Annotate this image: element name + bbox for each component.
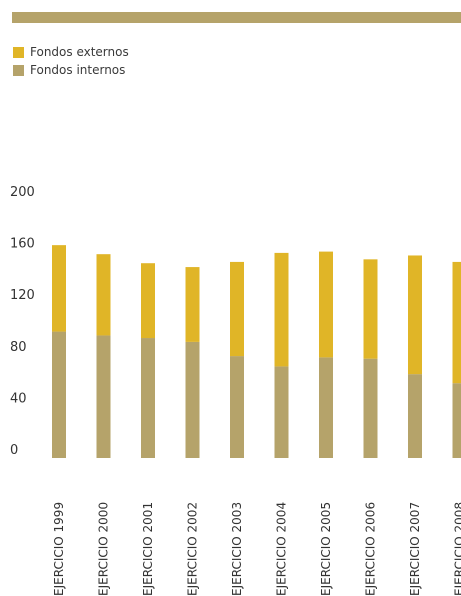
- y-tick-label: 40: [10, 391, 27, 406]
- bar-internos: [185, 341, 200, 458]
- x-tick-label: EJERCICIO 2008: [453, 502, 461, 596]
- bar-externos: [52, 245, 66, 332]
- bar-internos: [363, 358, 378, 458]
- bar-externos: [141, 263, 155, 339]
- x-tick-label: EJERCICIO 2007: [408, 502, 422, 596]
- bars-group: [52, 245, 461, 458]
- bar-internos: [96, 335, 111, 458]
- y-axis: 0 40 80 120 160 200: [10, 185, 35, 458]
- y-tick-label: 160: [10, 237, 35, 252]
- bar-externos: [230, 261, 244, 357]
- bar-externos: [96, 254, 111, 336]
- y-tick-label: 200: [10, 185, 35, 200]
- legend-item-internos: Fondos internos: [13, 61, 129, 79]
- y-tick-label: 120: [10, 288, 35, 303]
- bar-internos: [274, 366, 289, 458]
- bar-internos: [319, 357, 333, 458]
- bar-externos: [408, 255, 422, 375]
- x-tick-label: EJERCICIO 2003: [230, 502, 244, 596]
- bar-externos: [452, 261, 461, 384]
- x-tick-label: EJERCICIO 2002: [186, 502, 200, 596]
- bar-externos: [274, 252, 289, 367]
- bar-internos: [230, 356, 244, 458]
- legend-label-internos: Fondos internos: [30, 63, 126, 77]
- y-tick-label: 0: [10, 443, 18, 458]
- y-tick-label: 80: [10, 340, 27, 355]
- bar-internos: [52, 331, 66, 458]
- bar-externos: [363, 259, 378, 359]
- bar-internos: [452, 383, 461, 458]
- x-tick-label: EJERCICIO 2000: [97, 502, 111, 596]
- bar-externos: [185, 267, 200, 342]
- x-tick-label: EJERCICIO 2006: [364, 502, 378, 596]
- chart-legend: Fondos externos Fondos internos: [13, 43, 129, 79]
- bar-internos: [408, 374, 422, 458]
- x-tick-label: EJERCICIO 2001: [141, 502, 155, 596]
- x-tick-label: EJERCICIO 2004: [275, 502, 289, 596]
- x-tick-label: EJERCICIO 1999: [52, 502, 66, 596]
- legend-item-externos: Fondos externos: [13, 43, 129, 61]
- x-axis: EJERCICIO 1999 EJERCICIO 2000 EJERCICIO 20…: [52, 502, 461, 596]
- header-band: [12, 12, 461, 23]
- legend-swatch-externos: [13, 46, 24, 58]
- bar-externos: [319, 251, 333, 358]
- legend-label-externos: Fondos externos: [30, 45, 129, 59]
- legend-swatch-internos: [13, 64, 24, 76]
- x-tick-label: EJERCICIO 2005: [319, 502, 333, 596]
- bar-internos: [141, 338, 155, 458]
